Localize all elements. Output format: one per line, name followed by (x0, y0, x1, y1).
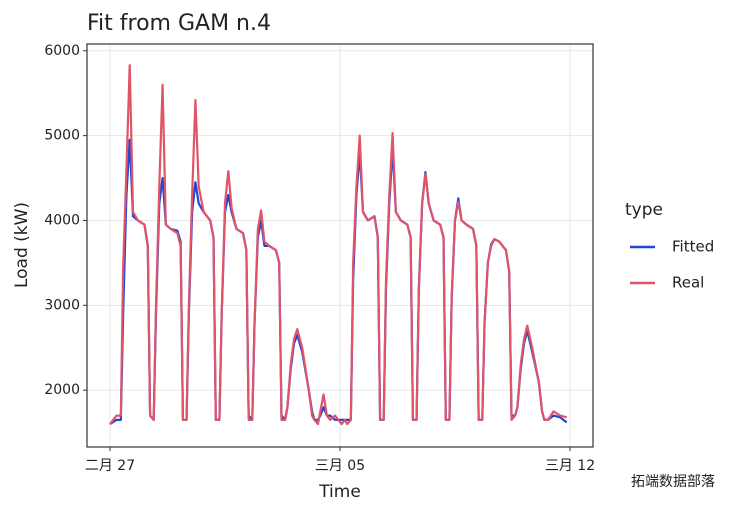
y-tick-label: 2000 (44, 382, 80, 398)
legend-title: type (625, 200, 663, 220)
watermark: 拓端数据部落 (631, 474, 715, 490)
y-axis-label: Load (kW) (12, 202, 32, 288)
legend-label: Real (672, 274, 704, 292)
y-tick-label: 6000 (44, 43, 80, 59)
x-tick-label: 三月 12 (545, 458, 595, 474)
plot-border (86, 43, 594, 448)
legend-label: Fitted (672, 238, 714, 256)
x-tick-label: 二月 27 (85, 458, 135, 474)
series-line (109, 138, 568, 426)
series-line (109, 64, 567, 426)
x-axis-label: Time (318, 482, 361, 502)
y-tick-label: 4000 (44, 212, 80, 228)
y-tick-label: 3000 (44, 297, 80, 313)
chart-title: Fit from GAM n.4 (87, 11, 271, 36)
y-tick-label: 5000 (44, 128, 80, 144)
x-tick-label: 三月 05 (315, 458, 365, 474)
